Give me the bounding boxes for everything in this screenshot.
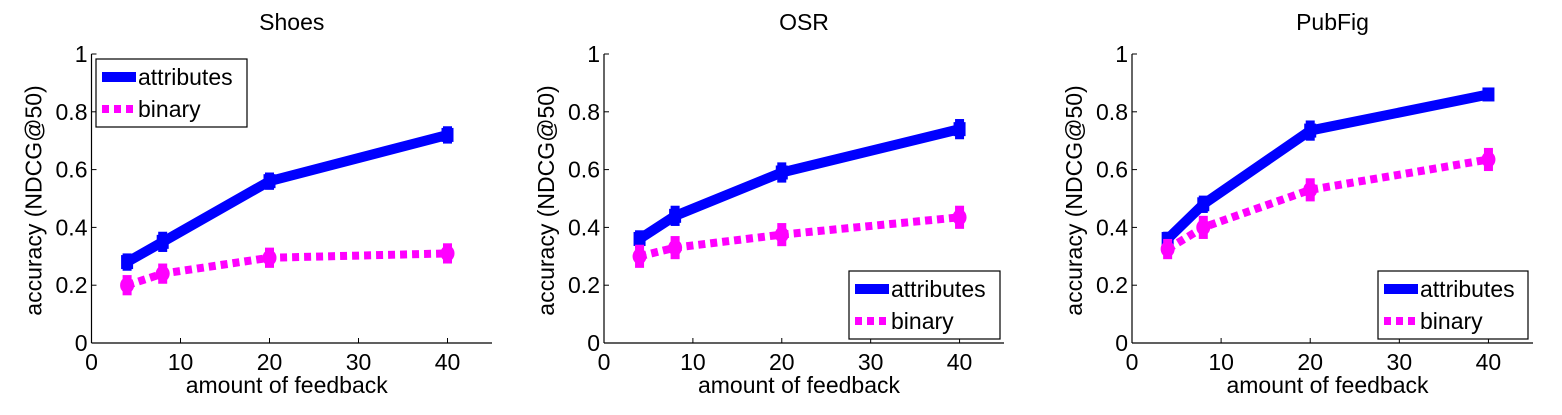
y-tick-label: 0.4 (568, 214, 600, 240)
data-point (953, 122, 966, 137)
data-point (1304, 123, 1317, 138)
y-tick-label: 0.2 (56, 272, 88, 298)
x-tick-label: 20 (1297, 349, 1323, 375)
data-point (1196, 219, 1211, 236)
x-tick-label: 20 (257, 349, 283, 375)
y-tick-label: 1 (75, 41, 88, 67)
series-binary (120, 243, 455, 296)
data-point (121, 255, 134, 270)
y-tick-label: 0 (1115, 330, 1128, 356)
legend: attributes binary (95, 58, 248, 128)
x-tick-label: 40 (435, 349, 461, 375)
legend-label-binary: binary (138, 96, 201, 122)
x-tick-label: 0 (85, 349, 98, 375)
series-line-attributes (124, 130, 449, 267)
y-tick-label: 0.8 (568, 99, 600, 125)
legend-box (848, 270, 1001, 340)
series-line-binary (638, 213, 960, 261)
legend-box (95, 58, 248, 128)
y-tick-label: 0.6 (568, 157, 600, 183)
y-axis-label: accuracy (NDCG@50) (533, 85, 559, 315)
x-tick-label: 10 (680, 349, 706, 375)
y-axis-label: accuracy (NDCG@50) (21, 85, 47, 315)
data-point (669, 208, 682, 223)
legend-label-binary: binary (891, 308, 954, 334)
series-binary (1160, 147, 1496, 260)
legend-label-attributes: attributes (1420, 276, 1515, 302)
series-binary (632, 205, 967, 268)
data-point (633, 231, 646, 246)
y-tick-label: 0.2 (568, 272, 600, 298)
x-axis-label: amount of feedback (1226, 372, 1429, 398)
series-line-attributes (636, 124, 961, 244)
data-point (440, 245, 455, 262)
legend: attributes binary (848, 270, 1001, 340)
x-tick-label: 30 (1387, 349, 1413, 375)
series-attributes (633, 119, 966, 248)
y-tick-label: 0.6 (56, 157, 88, 183)
legend: attributes binary (1377, 270, 1529, 340)
data-point (774, 226, 789, 243)
y-tick-label: 0.8 (1096, 99, 1128, 125)
data-point (120, 277, 135, 294)
y-tick-label: 1 (587, 41, 600, 67)
data-point (263, 174, 276, 189)
y-tick-label: 0.4 (1096, 214, 1128, 240)
legend-label-binary: binary (1420, 308, 1483, 334)
x-axis-label: amount of feedback (186, 372, 389, 398)
x-axis-label: amount of feedback (698, 372, 901, 398)
x-tick-label: 0 (598, 349, 611, 375)
data-point (1160, 241, 1175, 258)
chart-title: Shoes (259, 9, 324, 35)
data-point (1303, 181, 1318, 198)
y-tick-label: 0.8 (56, 99, 88, 125)
chart-title: OSR (779, 9, 829, 35)
x-tick-label: 0 (1126, 349, 1139, 375)
y-tick-label: 1 (1115, 41, 1128, 67)
y-tick-label: 0 (75, 330, 88, 356)
x-tick-label: 10 (1208, 349, 1234, 375)
y-tick-label: 0.4 (56, 214, 88, 240)
series-line-binary (1165, 155, 1490, 253)
x-tick-label: 10 (168, 349, 194, 375)
data-point (262, 249, 277, 266)
chart-title: PubFig (1296, 9, 1369, 35)
y-axis-label: accuracy (NDCG@50) (1061, 85, 1087, 315)
data-point (1482, 87, 1495, 102)
x-tick-label: 30 (858, 349, 884, 375)
data-point (441, 127, 454, 142)
data-point (668, 239, 683, 256)
legend-label-attributes: attributes (138, 64, 233, 90)
data-point (155, 265, 170, 282)
data-point (1481, 151, 1496, 168)
data-point (1197, 197, 1210, 212)
y-tick-label: 0 (587, 330, 600, 356)
x-tick-label: 40 (1476, 349, 1502, 375)
data-point (775, 165, 788, 180)
y-tick-label: 0.6 (1096, 157, 1128, 183)
x-tick-label: 20 (769, 349, 795, 375)
x-tick-label: 30 (346, 349, 372, 375)
data-point (632, 248, 647, 265)
legend-box (1377, 270, 1529, 340)
legend-label-attributes: attributes (891, 276, 986, 302)
series-line-attributes (1164, 89, 1490, 243)
data-point (952, 209, 967, 226)
series-attributes (121, 126, 454, 271)
x-tick-label: 40 (947, 349, 973, 375)
series-line-binary (125, 249, 448, 290)
y-tick-label: 0.2 (1096, 272, 1128, 298)
data-point (156, 234, 169, 249)
